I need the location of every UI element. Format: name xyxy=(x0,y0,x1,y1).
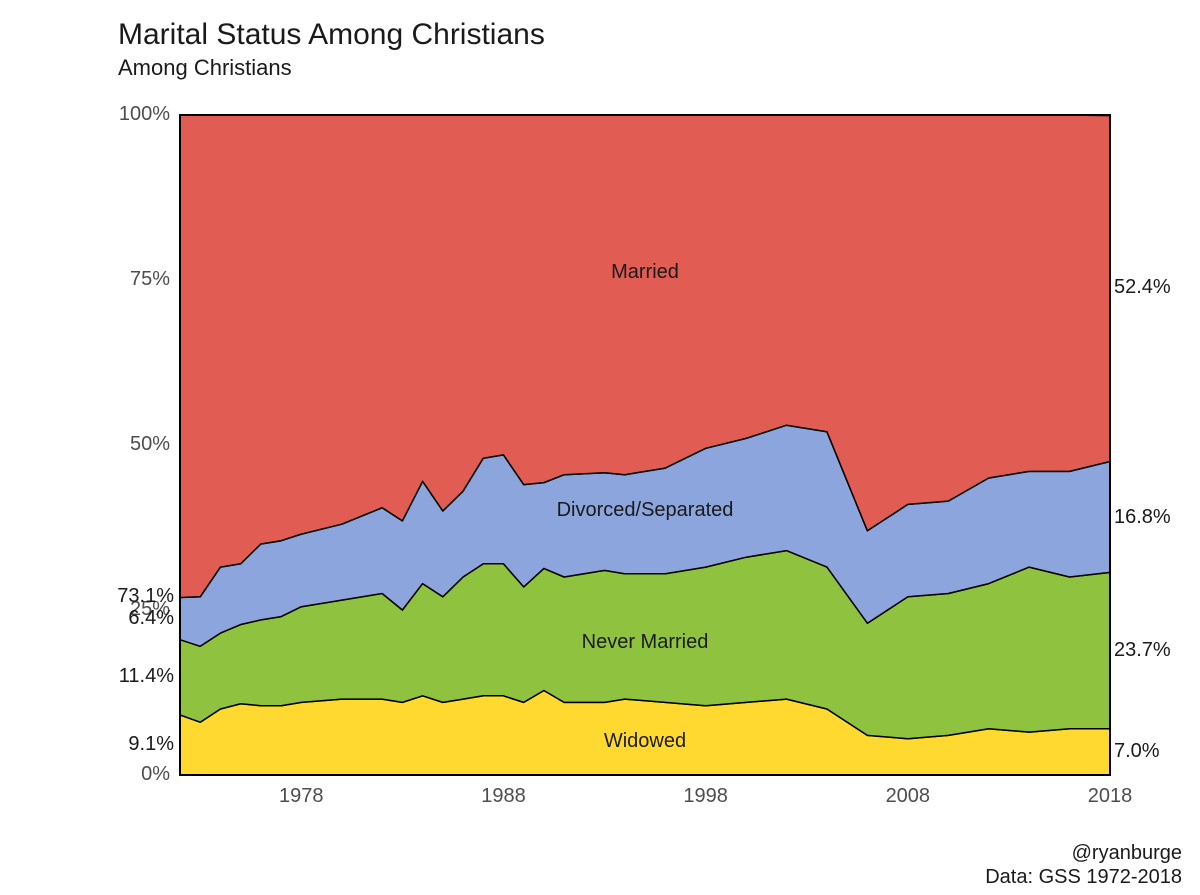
chart-subtitle: Among Christians xyxy=(118,55,292,81)
series-label: Divorced/Separated xyxy=(545,499,745,522)
stacked-area-svg xyxy=(180,115,1110,775)
right-value-label: 52.4% xyxy=(1114,276,1171,299)
y-tick-label: 50% xyxy=(110,433,170,456)
series-label: Never Married xyxy=(545,631,745,654)
x-tick-label: 1988 xyxy=(473,785,533,808)
y-tick-label: 0% xyxy=(110,763,170,786)
chart-container: Marital Status Among Christians Among Ch… xyxy=(0,0,1200,895)
series-label: Widowed xyxy=(545,730,745,753)
y-tick-label: 100% xyxy=(110,103,170,126)
credit-source: Data: GSS 1972-2018 xyxy=(985,866,1182,889)
chart-title: Marital Status Among Christians xyxy=(118,18,545,52)
x-tick-label: 2008 xyxy=(878,785,938,808)
left-value-label: 6.4% xyxy=(128,607,174,630)
x-tick-label: 1978 xyxy=(271,785,331,808)
left-value-label: 11.4% xyxy=(119,665,174,688)
series-label: Married xyxy=(545,261,745,284)
x-tick-label: 2018 xyxy=(1080,785,1140,808)
x-tick-label: 1998 xyxy=(676,785,736,808)
left-value-label: 73.1% xyxy=(117,585,174,608)
y-tick-label: 75% xyxy=(110,268,170,291)
credit-handle: @ryanburge xyxy=(1072,842,1182,865)
plot-panel xyxy=(180,115,1110,775)
right-value-label: 16.8% xyxy=(1114,506,1171,529)
right-value-label: 7.0% xyxy=(1114,740,1160,763)
left-value-label: 9.1% xyxy=(128,733,174,756)
right-value-label: 23.7% xyxy=(1114,639,1171,662)
